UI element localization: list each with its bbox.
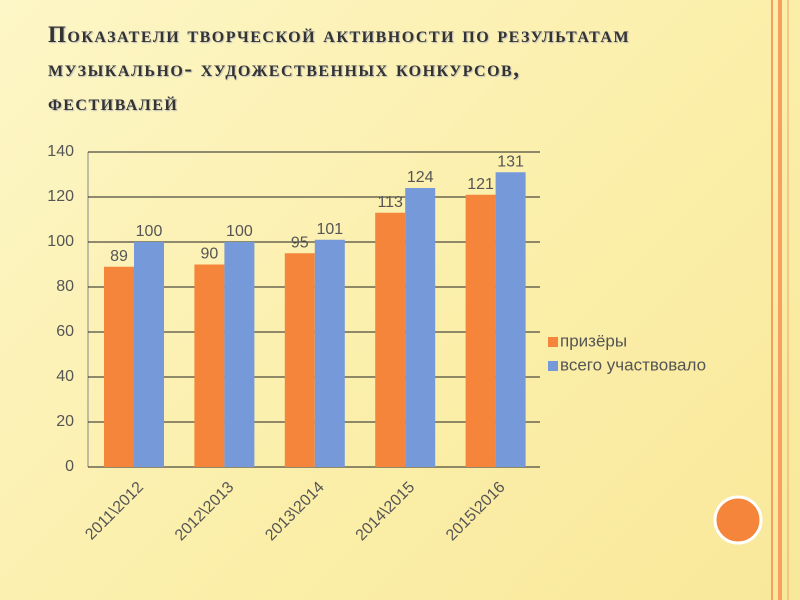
x-tick-label: 2015\2016	[443, 479, 509, 545]
bar	[134, 242, 164, 467]
y-tick-label: 0	[65, 458, 74, 475]
y-tick-label: 40	[56, 368, 74, 385]
bar	[224, 242, 255, 467]
y-tick-label: 60	[56, 323, 74, 340]
value-label: 95	[291, 234, 309, 251]
value-label: 121	[467, 176, 494, 193]
y-tick-label: 80	[56, 278, 74, 295]
x-tick-label: 2013\2014	[262, 479, 328, 545]
decor-circle	[713, 495, 763, 545]
x-tick-label: 2012\2013	[172, 479, 238, 545]
value-label: 101	[316, 221, 343, 238]
bar	[284, 253, 315, 467]
bar	[465, 194, 496, 467]
y-tick-label: 100	[47, 233, 74, 250]
bar	[314, 239, 345, 467]
value-label: 100	[226, 223, 253, 240]
y-tick-label: 120	[47, 188, 74, 205]
value-label: 124	[407, 169, 434, 186]
bar	[104, 266, 134, 467]
legend-swatch	[548, 337, 558, 347]
legend-swatch	[548, 361, 558, 371]
bar	[495, 172, 526, 467]
bar	[405, 188, 436, 467]
x-tick-label: 2014\2015	[353, 479, 419, 545]
value-label: 89	[110, 248, 128, 265]
bar	[194, 264, 225, 467]
value-label: 131	[497, 153, 524, 170]
chart-title: Показатели творческой активности по резу…	[48, 22, 631, 115]
x-tick-label: 2011\2012	[82, 479, 147, 544]
y-tick-label: 20	[56, 413, 74, 430]
legend-label: призёры	[560, 331, 627, 350]
bar	[375, 212, 406, 467]
value-label: 100	[136, 223, 163, 240]
value-label: 113	[377, 194, 403, 211]
y-tick-label: 140	[47, 143, 74, 160]
legend-label: всего участвовало	[560, 355, 706, 374]
value-label: 90	[201, 246, 219, 263]
